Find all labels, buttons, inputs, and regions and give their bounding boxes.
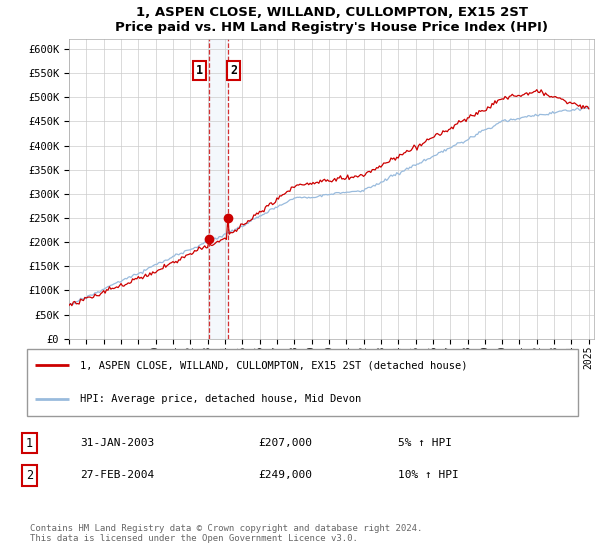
Text: 2: 2: [230, 64, 237, 77]
Text: 2: 2: [26, 469, 33, 482]
Text: 1: 1: [196, 64, 203, 77]
Text: Contains HM Land Registry data © Crown copyright and database right 2024.
This d: Contains HM Land Registry data © Crown c…: [30, 524, 422, 543]
FancyBboxPatch shape: [27, 348, 578, 416]
Text: 10% ↑ HPI: 10% ↑ HPI: [398, 470, 458, 480]
Text: 31-JAN-2003: 31-JAN-2003: [80, 438, 154, 448]
Text: HPI: Average price, detached house, Mid Devon: HPI: Average price, detached house, Mid …: [80, 394, 361, 404]
Text: 1: 1: [26, 437, 33, 450]
Text: £207,000: £207,000: [259, 438, 313, 448]
Title: 1, ASPEN CLOSE, WILLAND, CULLOMPTON, EX15 2ST
Price paid vs. HM Land Registry's : 1, ASPEN CLOSE, WILLAND, CULLOMPTON, EX1…: [115, 6, 548, 34]
Text: £249,000: £249,000: [259, 470, 313, 480]
Text: 27-FEB-2004: 27-FEB-2004: [80, 470, 154, 480]
Bar: [209, 39, 227, 339]
Text: 1, ASPEN CLOSE, WILLAND, CULLOMPTON, EX15 2ST (detached house): 1, ASPEN CLOSE, WILLAND, CULLOMPTON, EX1…: [80, 361, 467, 370]
Text: 5% ↑ HPI: 5% ↑ HPI: [398, 438, 452, 448]
